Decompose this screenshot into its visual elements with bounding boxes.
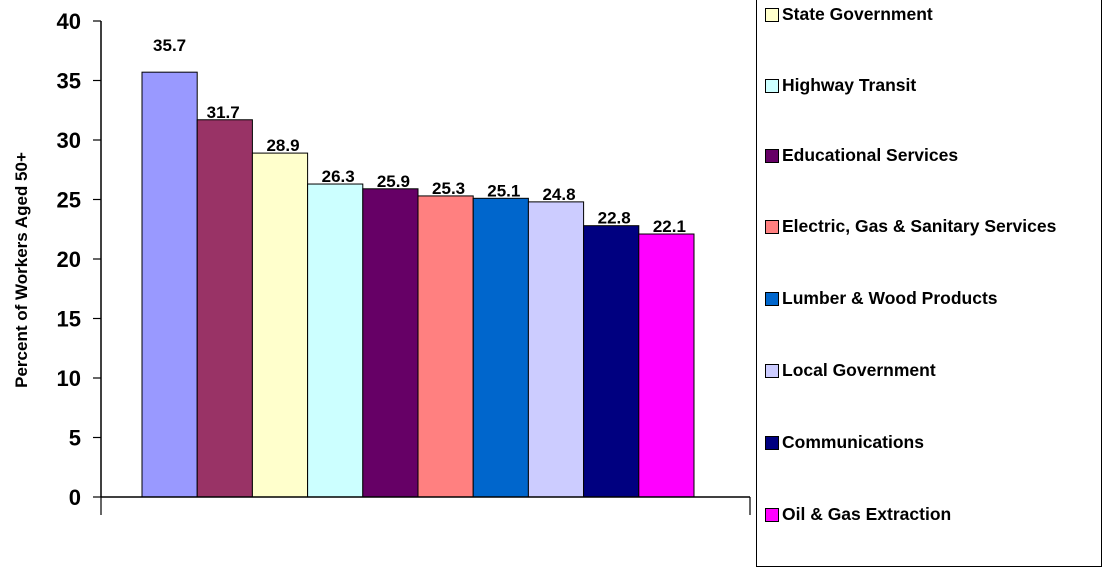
y-axis-label: Percent of Workers Aged 50+ (12, 152, 31, 388)
legend-swatch (765, 149, 779, 163)
legend-label: Educational Services (782, 145, 959, 165)
y-tick-label: 5 (69, 426, 81, 451)
legend-label: State Government (782, 4, 933, 24)
legend-swatch (765, 436, 779, 450)
bar (196, 119, 253, 498)
legend-item: Electric, Gas & Sanitary Services (765, 216, 1082, 239)
data-label: 35.7 (153, 36, 186, 55)
data-label: 28.9 (266, 136, 299, 155)
y-tick-label: 15 (57, 307, 81, 332)
y-tick-label: 30 (57, 128, 81, 153)
legend-swatch (765, 364, 779, 378)
data-label: 26.3 (322, 167, 355, 186)
legend-swatch (765, 8, 779, 22)
bar (251, 152, 309, 498)
legend-swatch (765, 220, 779, 234)
legend-item: Highway Transit (765, 75, 1082, 98)
bar (638, 233, 695, 498)
data-label: 31.7 (207, 103, 240, 122)
y-tick-label: 10 (57, 366, 81, 391)
legend-item: Educational Services (765, 145, 1082, 168)
bar-chart: 35.7 31.7 28.9 26.3 25.9 25.3 25.1 24.8 22.8 22.1… (12, 9, 751, 515)
data-label: 25.1 (487, 181, 520, 200)
legend-label: Oil & Gas Extraction (782, 504, 952, 524)
legend-item: Local Government (765, 360, 1082, 383)
y-tick-label: 25 (57, 188, 81, 213)
y-tick-label: 20 (57, 247, 81, 272)
data-labels-group: 35.7 31.7 28.9 26.3 25.9 25.3 25.1 24.8 22.8 22.1 (153, 36, 686, 236)
axes-group: 0 5 10 15 20 25 30 35 40 (57, 9, 751, 515)
legend-label: Lumber & Wood Products (782, 288, 998, 308)
bar (141, 71, 198, 498)
bars-group (141, 71, 695, 498)
legend-label: Local Government (782, 360, 936, 380)
bar (583, 225, 640, 498)
bar (307, 183, 364, 498)
data-label: 25.9 (377, 172, 410, 191)
y-tick-label: 40 (57, 9, 81, 34)
data-label: 22.8 (598, 209, 631, 228)
bar (527, 201, 585, 498)
legend-item: Lumber & Wood Products (765, 288, 1082, 311)
legend-item: State Government (765, 4, 1082, 27)
legend-swatch (765, 79, 779, 93)
legend-swatch (765, 292, 779, 306)
legend-label: Electric, Gas & Sanitary Services (782, 216, 1057, 236)
y-tick-label: 0 (69, 485, 81, 510)
data-label: 25.3 (432, 179, 465, 198)
bar (362, 188, 419, 498)
legend-label: Highway Transit (782, 75, 917, 95)
bar (472, 197, 529, 498)
legend-item: Communications (765, 432, 1082, 455)
legend-label: Communications (782, 432, 924, 452)
legend: State Government Highway Transit Education… (756, 0, 1102, 567)
legend-item: Oil & Gas Extraction (765, 504, 1082, 527)
data-label: 24.8 (542, 185, 575, 204)
legend-swatch (765, 508, 779, 522)
bar (417, 195, 474, 498)
data-label: 22.1 (653, 217, 686, 236)
y-tick-label: 35 (57, 69, 81, 94)
